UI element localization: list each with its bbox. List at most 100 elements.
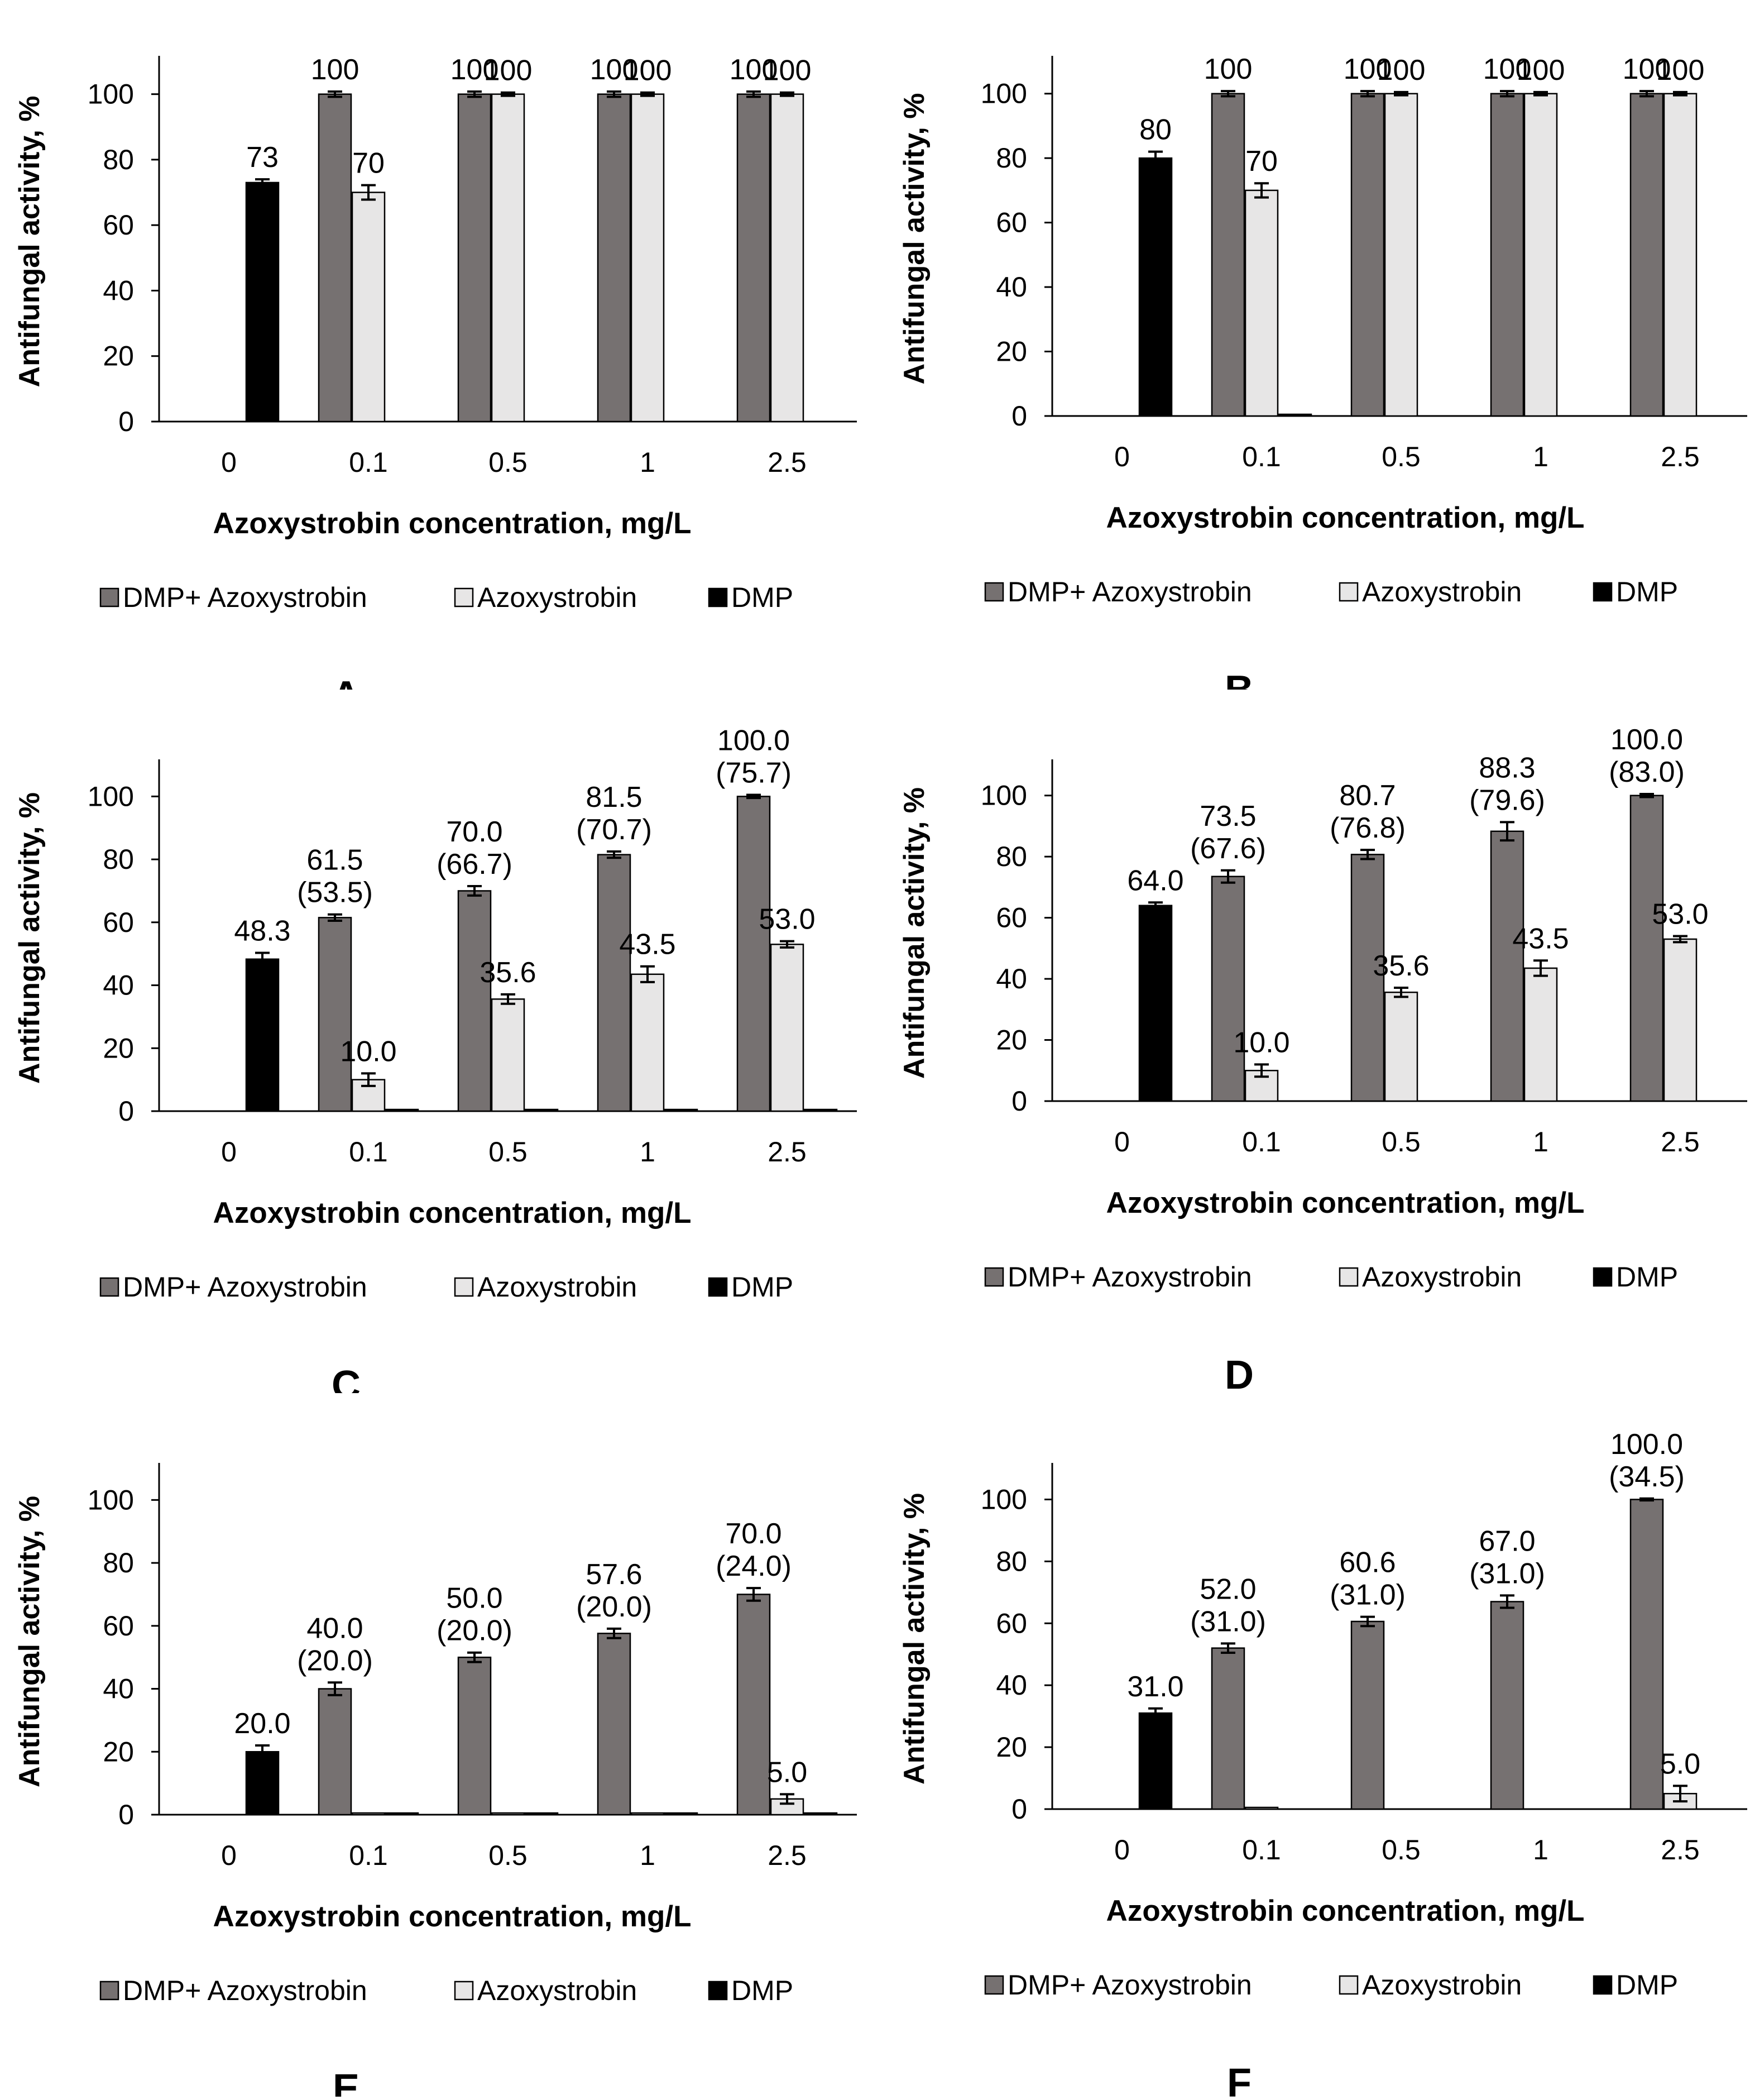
error-bar	[1673, 90, 1687, 97]
bar-dmp-azoxystrobin-0.5	[1350, 93, 1385, 417]
legend-label: DMP+ Azoxystrobin	[1008, 1969, 1252, 2001]
legend-item-dmp: DMP	[1593, 1969, 1678, 2001]
legend-swatch	[984, 1267, 1004, 1287]
x-tick-label: 0.1	[1242, 1126, 1281, 1157]
data-label: 100	[1377, 54, 1426, 87]
x-axis-title: Azoxystrobin concentration, mg/L	[213, 1900, 692, 1933]
x-tick-label: 1	[640, 1136, 655, 1168]
error-bar	[361, 184, 376, 201]
x-tick-label: 1	[640, 447, 655, 478]
data-label: 43.5	[1512, 922, 1569, 955]
legend-label: Azoxystrobin	[477, 1975, 637, 2006]
legend-swatch	[454, 1981, 474, 2001]
legend-swatch	[1593, 582, 1613, 602]
data-label: 100.0 (75.7)	[716, 726, 792, 790]
data-label: 100	[730, 54, 778, 86]
data-label: 10.0	[340, 1035, 396, 1068]
bar-dmp-azoxystrobin-0.5	[1350, 1620, 1385, 1810]
error-bar	[1639, 1497, 1654, 1502]
x-tick-label: 1	[1533, 441, 1548, 472]
error-bar	[1500, 821, 1514, 842]
data-label: 100.0 (83.0)	[1609, 726, 1685, 788]
chart-panel-f: 0 20 40 60 80 100 0 0.1 0.5 1 2.5 31.0 52.0 (31.0) 60.…	[885, 1429, 1747, 2097]
x-axis-title: Azoxystrobin concentration, mg/L	[1106, 501, 1585, 534]
bar-dmp-0.5	[524, 1812, 559, 1816]
bar-azoxystrobin-0.1	[351, 1812, 386, 1816]
legend-swatch	[99, 1981, 119, 2001]
y-tick-label: 0	[118, 406, 134, 437]
bar-azoxystrobin-1	[630, 1812, 665, 1816]
bar-dmp-azoxystrobin-0.1	[1211, 876, 1245, 1102]
legend-item-azoxystrobin: Azoxystrobin	[1339, 1261, 1522, 1293]
y-tick-label: 80	[996, 142, 1027, 174]
panel-letter: B	[1225, 668, 1254, 690]
error-bar	[1500, 1594, 1514, 1609]
error-bar	[1254, 1063, 1269, 1078]
bar-dmp-azoxystrobin-0.1	[1211, 1647, 1245, 1810]
error-bar	[746, 90, 761, 98]
legend-label: DMP+ Azoxystrobin	[1008, 576, 1252, 607]
bar-azoxystrobin-0.1	[351, 192, 386, 423]
x-tick-label: 0	[221, 1136, 237, 1168]
x-tick-label: 0.5	[1382, 441, 1421, 472]
bar-azoxystrobin-2.5	[1663, 938, 1698, 1102]
x-tick-label: 0.1	[349, 447, 388, 478]
data-label: 70	[1245, 145, 1278, 178]
y-tick-label: 100	[981, 780, 1027, 811]
error-bar	[255, 951, 270, 967]
bar-dmp-azoxystrobin-1	[597, 93, 631, 423]
bar-azoxystrobin-0.5	[1384, 991, 1418, 1102]
bar-dmp-azoxystrobin-2.5	[1629, 1499, 1664, 1810]
error-bar	[1673, 1785, 1687, 1803]
legend-item-dmp: DMP	[1593, 1261, 1678, 1293]
data-label: 100	[763, 55, 812, 87]
y-tick-label: 0	[118, 1096, 134, 1127]
y-tick-label: 100	[88, 79, 134, 110]
bar-azoxystrobin-0.5	[491, 93, 525, 423]
y-axis-title: Antifungal activity, %	[13, 1496, 46, 1787]
error-bar	[1533, 959, 1548, 977]
data-label: 50.0 (20.0)	[437, 1582, 512, 1647]
data-label: 73	[246, 141, 279, 174]
error-bar	[328, 1681, 342, 1696]
error-bar	[467, 885, 482, 897]
bar-dmp-azoxystrobin-2.5	[736, 1594, 771, 1816]
bar-azoxystrobin-1	[1523, 93, 1558, 417]
legend-item-azoxystrobin: Azoxystrobin	[454, 582, 637, 613]
bar-azoxystrobin-0.5	[1384, 93, 1418, 417]
legend-swatch	[99, 587, 119, 607]
error-bar	[640, 965, 655, 983]
data-label: 53.0	[1652, 898, 1708, 930]
bar-dmp-2.5	[803, 1812, 838, 1816]
data-label: 61.5 (53.5)	[297, 844, 373, 909]
data-label: 64.0	[1127, 864, 1183, 897]
data-label: 100	[311, 54, 359, 86]
data-label: 67.0 (31.0)	[1469, 1525, 1545, 1590]
x-tick-label: 1	[1533, 1126, 1548, 1157]
chart-panel-e: 0 20 40 60 80 100 0 0.1 0.5 1 2.5 20.0 40.0 (20.0) 50.…	[0, 1429, 862, 2097]
y-tick-label: 80	[103, 1547, 134, 1578]
legend-item-dmp: DMP	[708, 1271, 793, 1303]
y-tick-label: 100	[981, 1484, 1027, 1515]
bar-dmp-azoxystrobin-1	[597, 854, 631, 1112]
y-tick-label: 20	[996, 336, 1027, 367]
bar-dmp-0	[1138, 157, 1173, 417]
data-label: 100	[1623, 53, 1671, 85]
bar-azoxystrobin-2.5	[1663, 93, 1698, 417]
y-tick-label: 0	[1011, 1793, 1027, 1825]
legend-swatch	[1339, 1975, 1359, 1995]
bar-azoxystrobin-0.1	[1244, 1806, 1279, 1810]
error-bar	[1221, 869, 1235, 884]
x-axis-title: Azoxystrobin concentration, mg/L	[213, 507, 692, 540]
bar-dmp-azoxystrobin-1	[597, 1633, 631, 1816]
data-label: 100	[590, 54, 639, 86]
legend-label: Azoxystrobin	[1362, 1261, 1522, 1293]
legend-swatch	[708, 1277, 728, 1297]
bar-dmp-azoxystrobin-0.1	[318, 1688, 352, 1816]
legend-label: DMP+ Azoxystrobin	[123, 1271, 367, 1303]
legend-item-dmp: DMP	[1593, 576, 1678, 607]
legend-label: Azoxystrobin	[477, 1271, 637, 1303]
chart-panel-c: 0 20 40 60 80 100 0 0.1 0.5 1 2.5 48.3 61.5 (53.5) 10.…	[0, 726, 862, 1393]
x-tick-label: 2.5	[768, 447, 807, 478]
